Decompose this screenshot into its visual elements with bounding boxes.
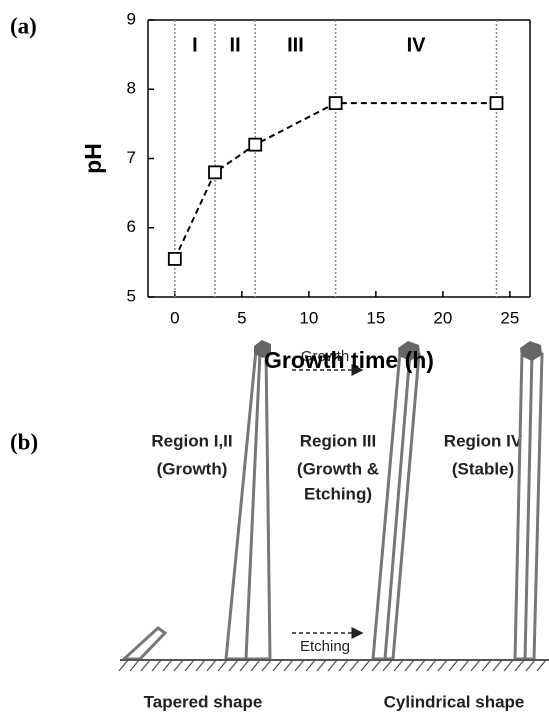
rod-edge: [244, 351, 262, 660]
region-label: II: [230, 34, 241, 56]
rod-edge: [523, 352, 534, 660]
hatch-line: [316, 659, 327, 672]
hatch-line: [382, 659, 393, 672]
hatch-line: [514, 659, 525, 672]
hatch-line: [272, 659, 283, 672]
y-tick-label: 9: [127, 9, 136, 28]
nanorods: [120, 340, 544, 661]
hatch-line: [195, 659, 206, 672]
hatch-line: [415, 659, 426, 672]
hatch-line: [492, 659, 503, 672]
cylindrical-rod: [371, 350, 421, 661]
hatch-line: [404, 659, 415, 672]
x-tick-label: 5: [237, 308, 246, 327]
region-label: IV: [407, 34, 427, 56]
x-tick-label: 25: [500, 308, 519, 327]
y-tick-label: 7: [127, 148, 136, 167]
hatch-line: [283, 659, 294, 672]
hatch-line: [217, 659, 228, 672]
x-tick-label: 0: [170, 308, 179, 327]
hatch-line: [151, 659, 162, 672]
column-note: (Stable): [452, 459, 514, 478]
hatch-line: [118, 659, 129, 672]
data-marker: [328, 96, 343, 110]
hatch-line: [184, 659, 195, 672]
column-title: Region I,II: [151, 431, 232, 450]
x-tick-label: 20: [433, 308, 452, 327]
hatch-line: [503, 659, 514, 672]
hatch-line: [360, 659, 371, 672]
column-title: Region IV: [444, 431, 523, 450]
hatch-line: [338, 659, 349, 672]
hatch-line: [140, 659, 151, 672]
hatch-line: [327, 659, 338, 672]
column-note: (Growth): [157, 459, 228, 478]
column-note: Etching): [304, 484, 372, 503]
hatch-line: [437, 659, 448, 672]
hatch-line: [173, 659, 184, 672]
data-marker: [208, 165, 222, 180]
x-axis-label: Growth time (h): [264, 347, 434, 373]
hatch-line: [129, 659, 140, 672]
data-marker: [167, 252, 182, 266]
hatch-line: [250, 659, 261, 672]
region-label: III: [287, 34, 304, 56]
hatch-line: [349, 659, 360, 672]
hatch-line: [459, 659, 470, 672]
column-note: (Growth &: [297, 459, 379, 478]
hatch-line: [536, 659, 547, 672]
hatch-line: [470, 659, 481, 672]
hatch-line: [261, 659, 272, 672]
shape-label: Tapered shape: [144, 692, 263, 711]
arrow-label: Etching: [300, 638, 350, 655]
arrow-label: Growth: [301, 348, 349, 365]
y-tick-label: 6: [127, 217, 136, 236]
data-marker: [248, 137, 263, 152]
hatch-line: [426, 659, 437, 672]
hatch-line: [162, 659, 173, 672]
hatch-line: [393, 659, 404, 672]
rod-tip: [520, 341, 542, 361]
panel-label: (b): [10, 429, 38, 454]
rod-tip: [398, 341, 420, 361]
hatch-line: [305, 659, 316, 672]
region-label: I: [192, 34, 198, 56]
data-marker: [489, 96, 504, 110]
x-tick-label: 10: [299, 308, 318, 327]
hatch-line: [371, 659, 382, 672]
substrate-hatch: [118, 659, 547, 672]
y-axis-label: pH: [80, 143, 106, 174]
hatch-line: [228, 659, 239, 672]
x-tick-label: 15: [366, 308, 385, 327]
tapered-rod: [120, 626, 168, 661]
hatch-line: [239, 659, 250, 672]
hatch-line: [206, 659, 217, 672]
hatch-line: [294, 659, 305, 672]
hatch-line: [481, 659, 492, 672]
shape-label: Cylindrical shape: [384, 692, 525, 711]
panel-label: (a): [10, 13, 37, 38]
y-tick-label: 5: [127, 286, 136, 305]
hatch-line: [448, 659, 459, 672]
column-title: Region III: [300, 431, 377, 450]
y-tick-label: 8: [127, 79, 136, 98]
rod-edge: [383, 352, 412, 660]
rod-tip: [254, 340, 271, 358]
hatch-line: [525, 659, 536, 672]
